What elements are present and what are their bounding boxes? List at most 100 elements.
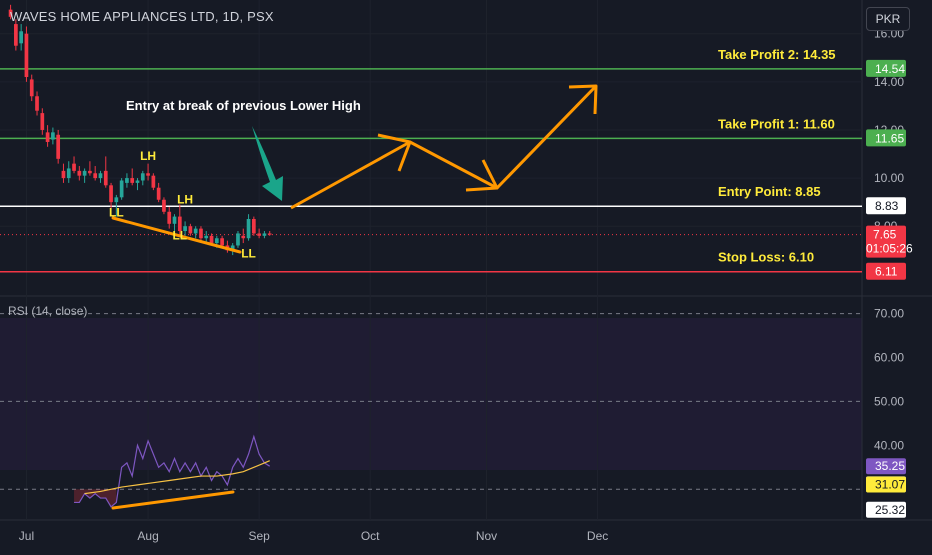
rsi-tick-label: 60.00 xyxy=(874,350,904,364)
time-tick-label: Aug xyxy=(137,529,158,543)
rsi-tick-label: 70.00 xyxy=(874,307,904,321)
candle-body xyxy=(230,245,235,251)
candle-body xyxy=(8,9,13,17)
candle-body xyxy=(66,168,71,179)
rsi-label: RSI (14, close) xyxy=(8,304,88,318)
candle-body xyxy=(167,211,172,224)
candle-body xyxy=(172,216,177,224)
rsi-badge: 35.25 xyxy=(875,459,905,473)
candle-body xyxy=(204,235,209,239)
candle-body xyxy=(14,24,18,46)
projection-path[interactable] xyxy=(290,84,598,210)
level-labels: Take Profit 2: 14.35 Take Profit 1: 11.60… xyxy=(718,47,836,265)
candle-body xyxy=(40,113,45,130)
candle-body xyxy=(140,173,145,181)
candle-body xyxy=(135,180,140,183)
chart-title: WAVES HOME APPLIANCES LTD, 1D, PSX xyxy=(10,9,274,24)
candle-body xyxy=(162,199,166,212)
rsi-divergence-line[interactable] xyxy=(111,490,235,510)
rsi-badge: 31.07 xyxy=(875,478,905,492)
candlestick-series xyxy=(8,4,272,256)
candle-body xyxy=(93,173,98,179)
take_profit_2-badge: 14.54 xyxy=(875,62,905,76)
candle-body xyxy=(220,238,224,246)
take_profit_2-label: Take Profit 2: 14.35 xyxy=(718,47,836,62)
entry-note: Entry at break of previous Lower High xyxy=(126,98,361,113)
entry-label: Entry Point: 8.85 xyxy=(718,184,821,199)
pivot-label: LL xyxy=(109,206,124,220)
candle-body xyxy=(151,175,156,188)
candle-body xyxy=(241,235,246,239)
stop_loss-badge-bg xyxy=(866,262,906,280)
last-price-countdown: 01:05:26 xyxy=(866,242,913,256)
rsi-axis: 70.00 60.00 50.00 40.00 xyxy=(874,307,904,453)
candle-body xyxy=(130,178,135,183)
time-axis: Jul Aug Sep Oct Nov Dec xyxy=(19,529,608,543)
candle-body xyxy=(251,218,256,234)
candle-body xyxy=(61,170,66,179)
candle-body xyxy=(214,238,219,244)
pivot-label: LL xyxy=(241,246,256,260)
rsi-badge-bg xyxy=(866,501,906,518)
candle-body xyxy=(199,228,203,239)
rsi-badge-bg xyxy=(866,458,906,475)
rsi-badge-bg xyxy=(866,476,906,493)
candle-body xyxy=(98,173,103,179)
candle-body xyxy=(125,178,129,183)
take_profit_2-badge-bg xyxy=(866,59,906,77)
currency-button[interactable]: PKR xyxy=(866,7,910,31)
pivot-label: LH xyxy=(140,149,156,163)
candle-body xyxy=(183,226,187,232)
candle-body xyxy=(29,79,34,97)
take_profit_1-badge: 11.65 xyxy=(875,131,904,145)
candle-body xyxy=(88,170,92,174)
candle-body xyxy=(119,180,124,198)
candle-body xyxy=(267,233,272,235)
candle-body xyxy=(109,185,113,203)
candle-body xyxy=(56,134,61,159)
candle-body xyxy=(236,233,240,246)
candle-body xyxy=(77,170,82,176)
candle-body xyxy=(257,233,261,236)
lower-low-trendline[interactable] xyxy=(111,216,242,254)
pivot-label: LH xyxy=(177,192,193,206)
rsi-ma-line xyxy=(84,460,270,495)
rsi-line xyxy=(74,434,271,508)
candle-body xyxy=(72,163,76,171)
entry-badge-bg xyxy=(866,197,906,215)
time-tick-label: Jul xyxy=(19,529,34,543)
price-tick-label: 14.00 xyxy=(874,75,904,89)
candle-body xyxy=(156,187,161,200)
stop_loss-badge: 6.11 xyxy=(875,265,898,279)
pivot-labels: LH LH LL LL LL xyxy=(109,149,256,260)
rsi-badge: 25.32 xyxy=(875,503,905,517)
rsi-band-background xyxy=(0,318,862,470)
time-tick-label: Sep xyxy=(248,529,270,543)
candle-body xyxy=(24,33,29,78)
candle-body xyxy=(114,197,119,203)
time-tick-label: Dec xyxy=(587,529,608,543)
entry-badge: 8.83 xyxy=(875,199,899,213)
stop_loss-label: Stop Loss: 6.10 xyxy=(718,250,814,265)
time-tick-label: Oct xyxy=(361,529,380,543)
candle-body xyxy=(177,216,182,232)
trade-levels xyxy=(0,68,862,273)
rsi-tick-label: 40.00 xyxy=(874,438,904,452)
candle-body xyxy=(103,170,108,186)
candle-body xyxy=(19,31,24,44)
candle-body xyxy=(146,173,150,176)
candle-body xyxy=(82,170,87,176)
projection-arrowhead-3 xyxy=(568,84,598,115)
drawings xyxy=(111,84,598,510)
candle-body xyxy=(193,228,198,234)
entry-arrow xyxy=(252,126,283,201)
pivot-label: LL xyxy=(172,228,187,242)
take_profit_1-label: Take Profit 1: 11.60 xyxy=(718,116,835,131)
rsi-tick-label: 50.00 xyxy=(874,394,904,408)
time-tick-label: Nov xyxy=(476,529,497,543)
projection-arrowhead-1 xyxy=(377,133,412,172)
